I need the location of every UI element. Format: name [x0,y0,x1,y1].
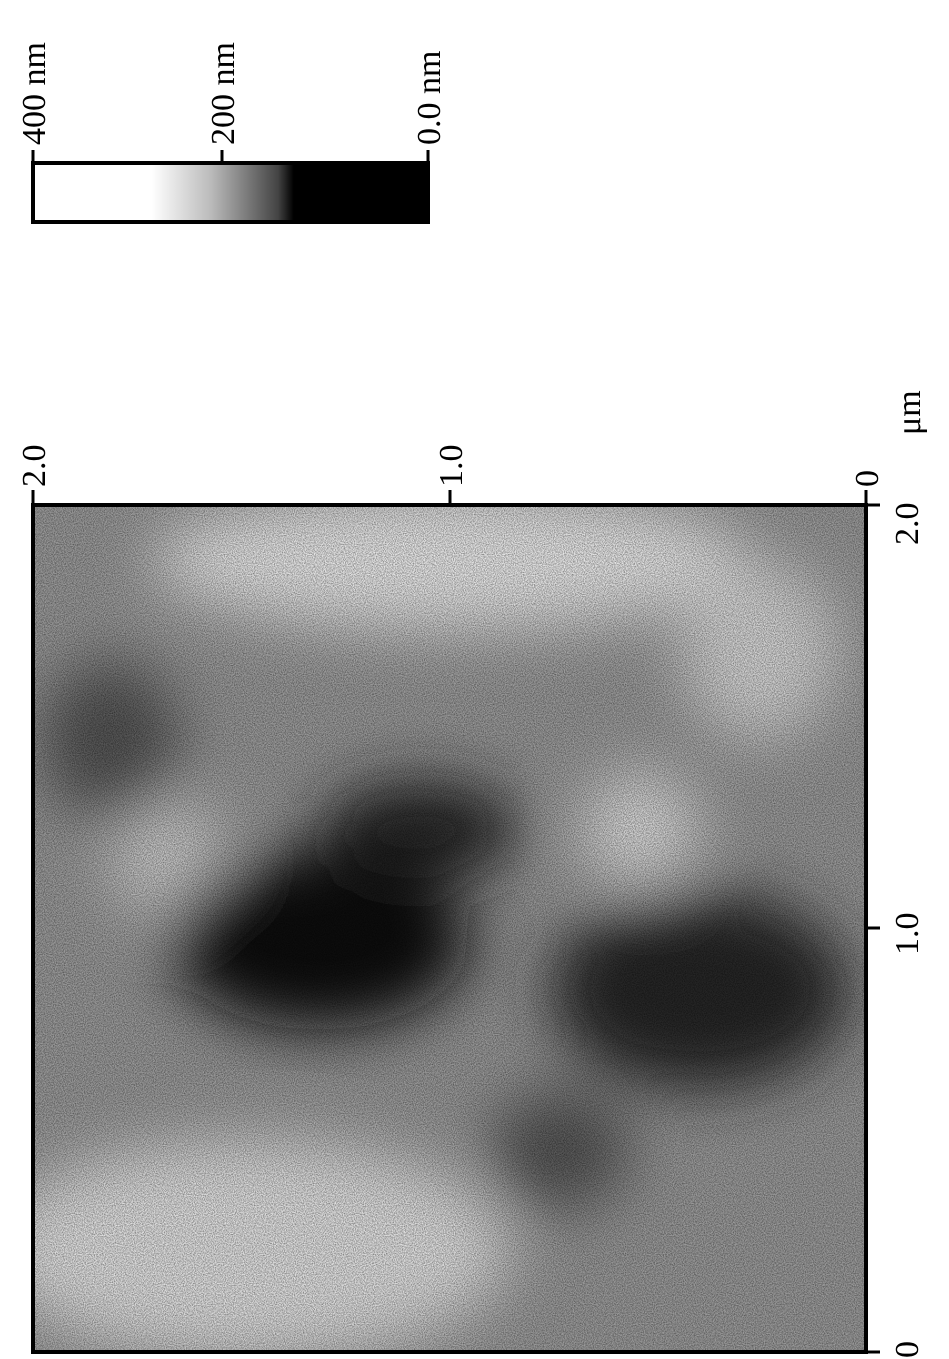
right-tick-label: 1.0 [889,913,926,956]
colorbar-label: 400 nm [16,42,53,145]
afm-image [33,505,866,1352]
colorbar [31,161,430,224]
right-tick-label: 2.0 [889,503,926,546]
top-tick-label: 0 [849,470,886,487]
right-tick-label: 0 [889,1341,926,1358]
colorbar-label: 200 nm [205,42,242,145]
top-tick-label: 2.0 [16,445,53,488]
top-tick-label: 1.0 [433,445,470,488]
axis-unit: μm [891,390,928,435]
colorbar-label: 0.0 nm [411,51,448,145]
